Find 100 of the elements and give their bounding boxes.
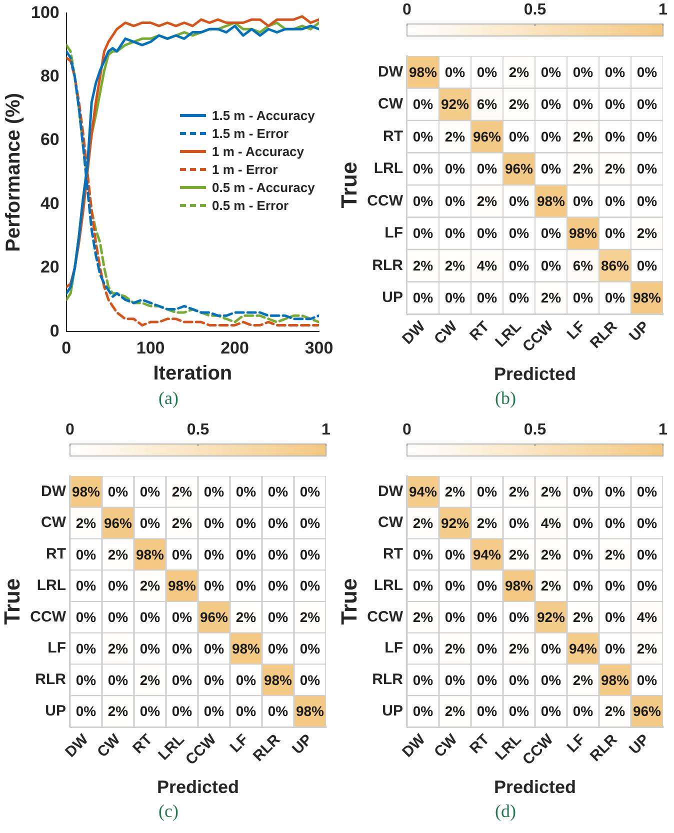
data-label: 4% — [636, 609, 658, 626]
data-label: 2% — [236, 609, 257, 626]
x-tick-label: 200 — [220, 338, 249, 358]
data-label: 2% — [444, 484, 466, 500]
data-label: 0% — [572, 578, 594, 594]
data-label: 0% — [508, 703, 530, 720]
x-tick-label: RT — [466, 731, 493, 758]
data-label: 0% — [412, 578, 434, 594]
y-tick-label: 20 — [40, 258, 60, 277]
text: (c) — [158, 801, 180, 822]
data-label: 2% — [508, 546, 530, 562]
data-label: 94% — [472, 546, 502, 562]
data-label: 0% — [572, 192, 594, 209]
data-label: 2% — [604, 546, 626, 562]
y-tick-label: 100 — [30, 2, 60, 22]
data-label: 0% — [412, 192, 434, 209]
data-label: 0% — [444, 578, 466, 594]
y-tick-label: RLR — [35, 671, 66, 688]
data-label: 0% — [604, 225, 626, 242]
data-label: 0% — [204, 640, 225, 656]
data-label: 0% — [444, 225, 466, 242]
data-label: 2% — [140, 578, 161, 594]
y-tick-label: RLR — [372, 256, 404, 274]
y-tick-label: CCW — [367, 192, 404, 210]
data-label: 0% — [540, 225, 562, 242]
data-label: 0% — [300, 578, 321, 594]
y-tick-label: LRL — [374, 160, 403, 178]
y-axis-title: True — [0, 578, 24, 625]
y-tick-label: RT — [383, 546, 403, 563]
data-label: 0% — [572, 514, 594, 531]
data-label: 0% — [140, 609, 161, 626]
data-label: 0% — [204, 514, 225, 531]
data-label: 0% — [476, 578, 498, 594]
data-label: 2% — [636, 225, 658, 242]
data-label: 0% — [108, 578, 129, 594]
y-tick-label: RT — [46, 546, 66, 563]
data-label: 0% — [204, 578, 225, 594]
data-label: 0% — [476, 672, 498, 688]
data-label: 2% — [172, 484, 193, 500]
data-label: 0% — [572, 703, 594, 720]
data-label: 0% — [76, 609, 97, 626]
y-tick-label: UP — [382, 702, 403, 720]
data-label: 0% — [412, 225, 434, 242]
data-label: 0% — [444, 160, 466, 177]
x-tick-label: CW — [431, 730, 462, 761]
data-label: 4% — [476, 257, 498, 274]
data-label: 0% — [604, 484, 626, 500]
data-label: 0% — [140, 484, 161, 500]
y-tick-label: CCW — [367, 608, 404, 626]
data-label: 96% — [200, 609, 229, 626]
data-label: 0% — [444, 192, 466, 209]
x-tick-label: LF — [226, 731, 252, 756]
color-bar-label: 0.5 — [524, 421, 546, 438]
data-label: 0% — [572, 546, 594, 562]
data-label: 0% — [540, 96, 562, 112]
data-label: 4% — [540, 514, 562, 531]
data-label: 2% — [508, 640, 530, 656]
data-label: 0% — [140, 640, 161, 656]
data-label: 0% — [540, 640, 562, 656]
data-label: 2% — [572, 672, 594, 688]
y-tick-label: LRL — [374, 576, 403, 594]
data-label: 0% — [604, 640, 626, 656]
data-label: 2% — [572, 128, 594, 144]
data-label: 0% — [540, 257, 562, 274]
data-label: 0% — [636, 546, 658, 562]
data-label: 0% — [300, 546, 321, 562]
color-bar-label: 1 — [658, 421, 668, 438]
data-label: 0% — [268, 609, 289, 626]
data-label: 2% — [508, 484, 530, 500]
y-tick-label: RLR — [372, 671, 404, 688]
data-label: 0% — [604, 96, 626, 112]
y-axis-title: True — [336, 162, 362, 208]
data-label: 2% — [508, 96, 530, 112]
x-tick-label: 100 — [136, 338, 165, 358]
data-label: 2% — [540, 546, 562, 562]
data-label: 2% — [572, 609, 594, 626]
data-label: 98% — [72, 484, 101, 500]
data-label: 0% — [604, 128, 626, 144]
data-label: 0% — [540, 64, 562, 80]
data-label: 0% — [444, 546, 466, 562]
data-label: 0% — [172, 546, 193, 562]
data-label: 2% — [476, 514, 498, 531]
data-label: 0% — [636, 128, 658, 144]
data-label: 6% — [476, 96, 498, 112]
data-label: 0% — [412, 703, 434, 720]
data-label: 0% — [540, 128, 562, 144]
y-tick-label: LF — [384, 640, 403, 657]
data-label: 0% — [604, 609, 626, 626]
data-label: 0% — [108, 672, 129, 688]
data-label: 2% — [108, 546, 129, 562]
data-label: 0% — [268, 578, 289, 594]
data-label: 96% — [472, 128, 502, 144]
data-label: 0% — [108, 484, 129, 500]
data-label: 0% — [508, 514, 530, 531]
x-tick-label: LF — [564, 731, 589, 756]
data-label: 0% — [444, 609, 466, 626]
data-label: 0% — [140, 514, 161, 531]
data-label: 2% — [76, 514, 97, 531]
x-axis-title: Iteration — [153, 362, 232, 385]
data-label: 98% — [264, 672, 293, 688]
